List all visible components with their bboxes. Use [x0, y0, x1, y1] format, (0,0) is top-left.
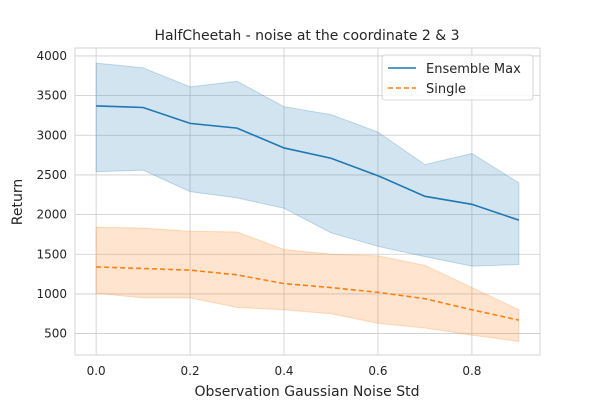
point-single	[377, 291, 379, 293]
y-tick-label: 500	[44, 327, 67, 341]
point-single	[471, 309, 473, 311]
y-tick-label: 3500	[36, 89, 67, 103]
band-single	[95, 226, 520, 343]
x-tick-label: 0.8	[462, 364, 481, 378]
point-ensemble-max	[518, 219, 520, 221]
line-single	[96, 266, 520, 321]
point-single	[236, 274, 238, 276]
point-single	[283, 282, 285, 284]
x-tick-label: 0.4	[274, 364, 293, 378]
series-lines	[95, 105, 520, 321]
y-tick-label: 2500	[36, 168, 67, 182]
line-ensemble-max	[96, 105, 520, 221]
legend: Ensemble Max Single	[381, 54, 534, 101]
legend-label-ensemble-max: Ensemble Max	[426, 62, 521, 77]
point-ensemble-max	[471, 203, 473, 205]
point-ensemble-max	[189, 122, 191, 124]
legend-label-single: Single	[426, 82, 466, 97]
point-ensemble-max	[424, 195, 426, 197]
x-tick-label: 0.2	[181, 364, 200, 378]
point-ensemble-max	[377, 175, 379, 177]
band-ensemble-max	[95, 62, 520, 267]
point-ensemble-max	[142, 106, 144, 108]
y-axis-ticks: 500 1000 1500 2000 2500 3000 3500 4000	[36, 49, 67, 341]
point-single	[518, 319, 520, 321]
y-tick-label: 3000	[36, 128, 67, 142]
confidence-bands	[95, 62, 520, 343]
point-single	[330, 286, 332, 288]
point-single	[142, 267, 144, 269]
chart-title: HalfCheetah - noise at the coordinate 2 …	[154, 28, 459, 44]
grid	[75, 48, 540, 355]
y-tick-label: 2000	[36, 208, 67, 222]
point-single	[424, 297, 426, 299]
point-single	[189, 269, 191, 271]
y-tick-label: 1000	[36, 287, 67, 301]
y-axis-label: Return	[10, 179, 26, 225]
y-tick-label: 4000	[36, 49, 67, 63]
x-tick-label: 0.0	[87, 364, 106, 378]
point-ensemble-max	[95, 105, 97, 107]
x-axis-label: Observation Gaussian Noise Std	[195, 384, 420, 400]
legend-box	[381, 54, 534, 101]
point-single	[95, 266, 97, 268]
point-ensemble-max	[283, 147, 285, 149]
x-tick-label: 0.6	[368, 364, 387, 378]
point-ensemble-max	[330, 157, 332, 159]
y-tick-label: 1500	[36, 247, 67, 261]
point-ensemble-max	[236, 127, 238, 129]
x-axis-ticks: 0.0 0.2 0.4 0.6 0.8	[87, 364, 482, 378]
